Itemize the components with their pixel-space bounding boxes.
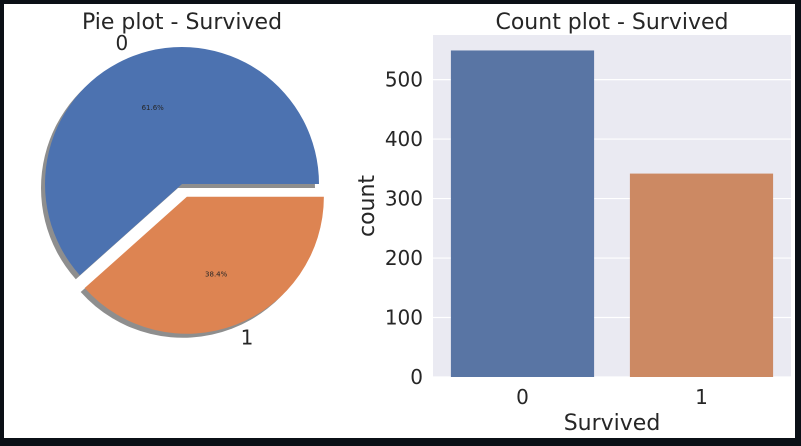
y-tick-300: 300 — [385, 187, 423, 211]
figure-svg: Pie plot - Survived 0 61.6% 1 38.4% Count p… — [40, 10, 791, 436]
bar-1 — [629, 173, 774, 377]
bars — [450, 50, 774, 377]
bar-0 — [450, 50, 595, 377]
bar-title: Count plot - Survived — [495, 10, 728, 35]
y-axis-label: count — [355, 175, 380, 237]
pie-pct-0: 61.6% — [142, 104, 165, 112]
x-tick-0: 0 — [516, 385, 529, 409]
pie-label-1: 1 — [241, 326, 254, 350]
y-tick-200: 200 — [385, 246, 423, 270]
y-tick-100: 100 — [385, 306, 423, 330]
y-tick-0: 0 — [410, 365, 423, 389]
pie-chart: Pie plot - Survived 0 61.6% 1 38.4% — [40, 10, 324, 350]
figure-canvas: Pie plot - Survived 0 61.6% 1 38.4% Count p… — [4, 4, 795, 438]
pie-pct-1: 38.4% — [205, 271, 228, 279]
x-axis-label: Survived — [564, 411, 661, 436]
pie-slice-0 — [45, 46, 320, 276]
y-tick-500: 500 — [385, 68, 423, 92]
tick-labels: 0 100 200 300 400 500 0 1 — [385, 68, 708, 409]
bar-chart: Count plot - Survived 0 100 200 300 400 500 0 1… — [355, 10, 791, 436]
pie-marks: 0 61.6% 1 38.4% — [40, 31, 324, 350]
x-tick-1: 1 — [695, 385, 708, 409]
pie-title: Pie plot - Survived — [82, 10, 282, 35]
pie-label-0: 0 — [116, 31, 129, 55]
pie-slice-1 — [84, 196, 324, 334]
y-tick-400: 400 — [385, 127, 423, 151]
